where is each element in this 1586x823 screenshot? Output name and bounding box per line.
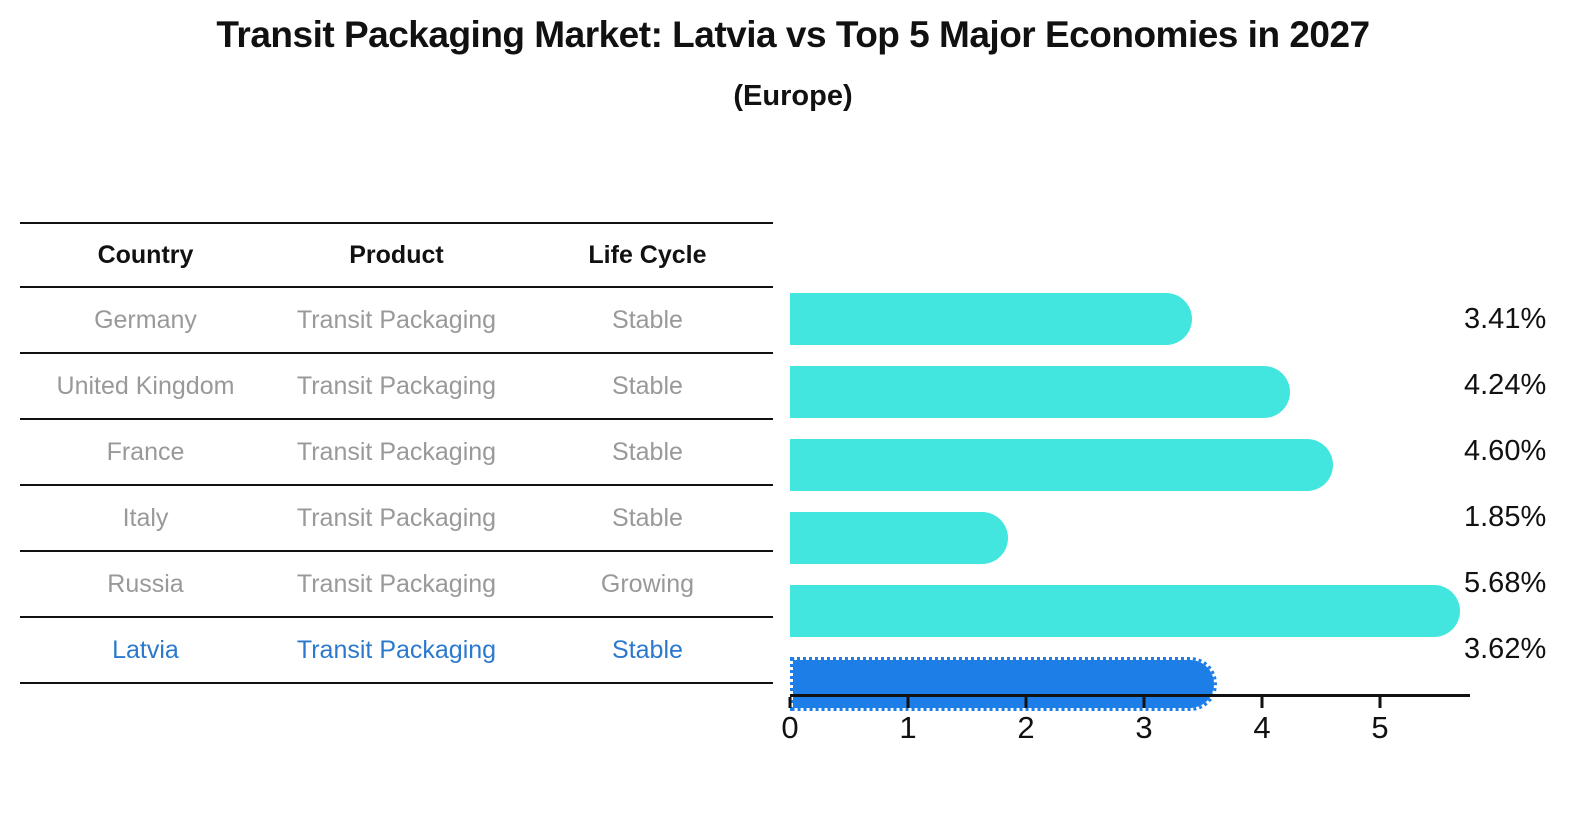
x-axis-tick-label: 3: [1135, 710, 1153, 745]
value-label-russia: 5.68%: [1464, 566, 1547, 599]
x-axis-tick-label: 5: [1371, 710, 1389, 745]
cell-life-cycle: Stable: [612, 437, 683, 466]
x-axis-tick: [906, 697, 910, 708]
chart-title: Transit Packaging Market: Latvia vs Top …: [216, 14, 1370, 55]
cell-product: Transit Packaging: [296, 503, 497, 532]
column-header-product: Product: [349, 240, 444, 269]
table-header-row: Country Product Life Cycle: [20, 224, 773, 288]
x-axis-tick-label: 1: [899, 710, 917, 745]
cell-country: Latvia: [112, 635, 179, 664]
cell-country: Germany: [94, 305, 197, 334]
bar-united-kingdom: [790, 366, 1291, 418]
table-row-latvia: Latvia Transit Packaging Stable: [20, 618, 773, 684]
x-axis-tick: [1024, 697, 1028, 708]
bar-latvia: [790, 657, 1218, 711]
x-axis-tick: [788, 697, 792, 708]
cell-life-cycle: Stable: [612, 371, 683, 400]
value-label-germany: 3.41%: [1464, 302, 1547, 335]
value-labels: 3.41% 4.24% 4.60% 1.85% 5.68% 3.62%: [1464, 286, 1584, 682]
value-label-france: 4.60%: [1464, 434, 1547, 467]
x-axis-tick: [1378, 697, 1382, 708]
bar-france: [790, 439, 1333, 491]
cell-country: Italy: [122, 503, 169, 532]
table-row-russia: Russia Transit Packaging Growing: [20, 552, 773, 618]
table-row-italy: Italy Transit Packaging Stable: [20, 486, 773, 552]
value-label-italy: 1.85%: [1464, 500, 1547, 533]
bar-row: [790, 293, 1470, 359]
bar-germany: [790, 293, 1193, 345]
column-header-life-cycle: Life Cycle: [588, 240, 707, 269]
column-header-country: Country: [97, 240, 194, 269]
chart-subtitle: (Europe): [733, 80, 853, 112]
value-label-latvia: 3.62%: [1464, 632, 1547, 665]
bar-row: [790, 512, 1470, 578]
x-axis-tick-label: 2: [1017, 710, 1035, 745]
cell-life-cycle: Stable: [612, 635, 683, 664]
bar-italy: [790, 512, 1009, 564]
cell-life-cycle: Stable: [612, 503, 683, 532]
bar-row: [790, 366, 1470, 432]
cell-life-cycle: Stable: [612, 305, 683, 334]
bar-plot: [790, 286, 1470, 711]
table-row-france: France Transit Packaging Stable: [20, 420, 773, 486]
x-axis-tick-label: 0: [781, 710, 799, 745]
cell-life-cycle: Growing: [600, 569, 694, 598]
table-row-germany: Germany Transit Packaging Stable: [20, 288, 773, 354]
cell-product: Transit Packaging: [296, 569, 497, 598]
x-axis-tick: [1260, 697, 1264, 708]
bar-row: [790, 585, 1470, 651]
bar-russia: [790, 585, 1461, 637]
value-label-united-kingdom: 4.24%: [1464, 368, 1547, 401]
cell-product: Transit Packaging: [296, 305, 497, 334]
x-axis-tick-label: 4: [1253, 710, 1271, 745]
bar-row: [790, 439, 1470, 505]
x-axis: 0 1 2 3 4 5: [781, 694, 1470, 745]
bar-row: [790, 657, 1470, 723]
country-table: Country Product Life Cycle Germany Trans…: [20, 222, 773, 684]
cell-country: France: [106, 437, 185, 466]
table-row-united-kingdom: United Kingdom Transit Packaging Stable: [20, 354, 773, 420]
cell-product: Transit Packaging: [296, 437, 497, 466]
cell-country: Russia: [107, 569, 184, 598]
cell-product: Transit Packaging: [296, 371, 497, 400]
x-axis-tick: [1142, 697, 1146, 708]
cell-product: Transit Packaging: [296, 635, 497, 664]
cell-country: United Kingdom: [56, 371, 235, 400]
